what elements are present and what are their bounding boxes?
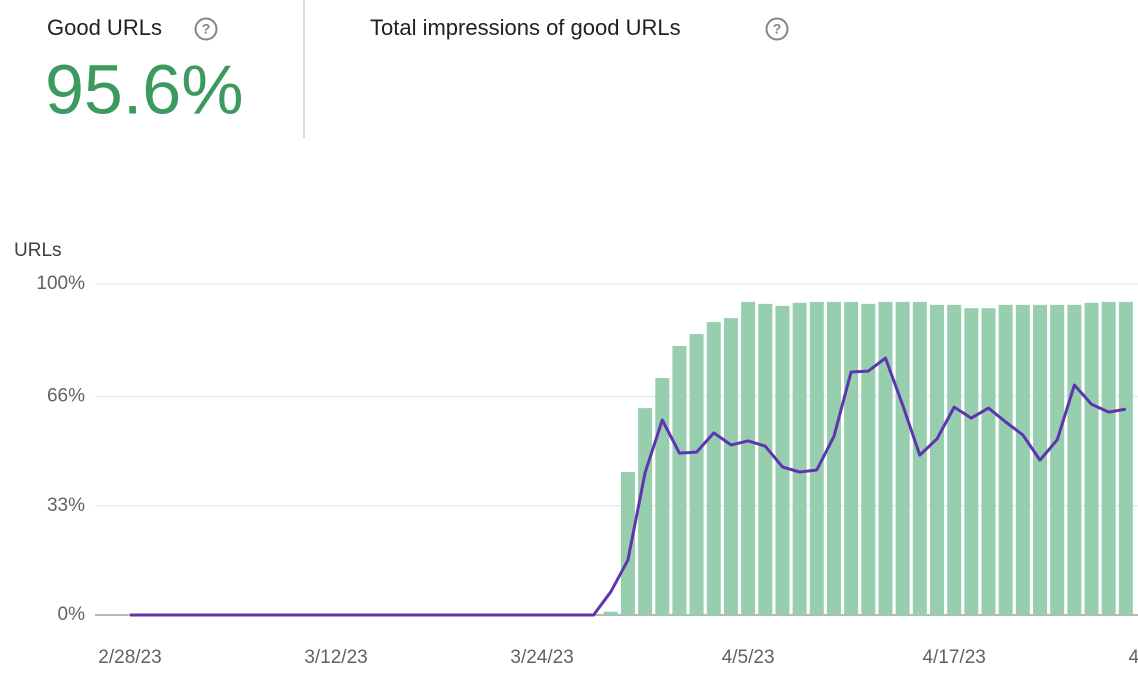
bar [981, 308, 996, 615]
bar [1067, 304, 1082, 615]
help-icon[interactable]: ? [765, 17, 789, 41]
svg-text:?: ? [202, 21, 211, 37]
bar [1118, 301, 1133, 615]
bar [655, 378, 670, 615]
bar [672, 345, 687, 615]
x-tick-label: 4/17/23 [922, 647, 985, 668]
y-tick-label: 0% [58, 604, 86, 625]
bar [964, 308, 979, 615]
svg-text:?: ? [773, 21, 782, 37]
metric-value: 95.6% [45, 50, 243, 128]
metric-label: Good URLs [47, 15, 162, 40]
bar [998, 304, 1013, 615]
bar [603, 611, 618, 615]
y-tick-label: 100% [36, 273, 85, 294]
y-tick-label: 66% [47, 386, 85, 407]
bar [620, 472, 635, 615]
bar [878, 301, 893, 615]
bar [1084, 302, 1099, 615]
bar [947, 304, 962, 615]
bar [706, 322, 721, 615]
x-tick-label: 4/5/23 [722, 647, 775, 668]
x-tick-label: 4/29/23 [1128, 647, 1138, 668]
bar [723, 318, 738, 615]
bar [895, 301, 910, 615]
x-tick-label: 3/12/23 [304, 647, 367, 668]
y-axis-label: URLs [14, 240, 62, 261]
y-tick-label: 33% [47, 495, 85, 516]
bar [638, 408, 653, 615]
bar [1015, 304, 1030, 615]
bar [929, 304, 944, 615]
bar [826, 301, 841, 615]
bar [1101, 301, 1116, 615]
line [130, 356, 1127, 617]
bar [861, 303, 876, 615]
bar [912, 301, 927, 615]
bar [741, 301, 756, 615]
help-icon[interactable]: ? [194, 17, 218, 41]
bar [689, 333, 704, 615]
bar [775, 305, 790, 615]
bar [809, 301, 824, 615]
bar [1050, 304, 1065, 615]
bar [844, 301, 859, 615]
x-tick-label: 2/28/23 [98, 647, 161, 668]
x-tick-label: 3/24/23 [510, 647, 573, 668]
metric-label: Total impressions of good URLs [370, 15, 681, 40]
bar [758, 303, 773, 615]
bar [792, 302, 807, 615]
